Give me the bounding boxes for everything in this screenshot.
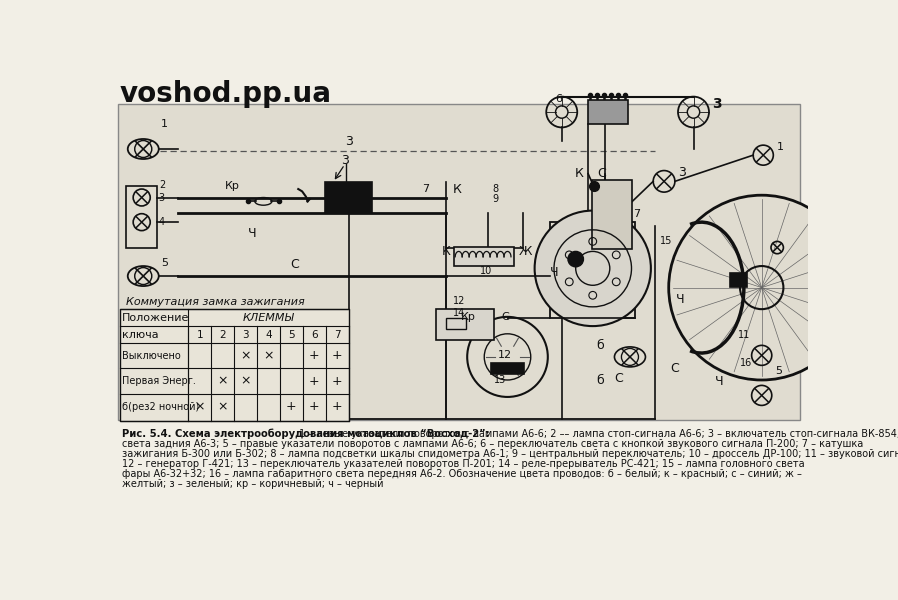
Text: 13: 13 xyxy=(494,375,506,385)
Text: 5: 5 xyxy=(775,366,782,376)
Bar xyxy=(436,309,494,340)
Text: желтый; з – зеленый; кр – коричневый; ч – черный: желтый; з – зеленый; кр – коричневый; ч … xyxy=(121,479,383,488)
Text: Ч: Ч xyxy=(675,293,684,305)
Bar xyxy=(454,247,515,266)
Text: ключа: ключа xyxy=(122,329,159,340)
Bar xyxy=(730,273,747,287)
Text: К: К xyxy=(453,182,462,196)
Circle shape xyxy=(669,195,855,380)
Bar xyxy=(445,319,466,329)
Text: 6: 6 xyxy=(311,329,318,340)
Text: 14: 14 xyxy=(453,308,465,318)
Text: 1: 1 xyxy=(161,119,168,128)
Text: Ч: Ч xyxy=(248,227,257,240)
Text: Положение: Положение xyxy=(122,313,189,323)
Text: Ж: Ж xyxy=(519,245,533,258)
Text: С: С xyxy=(501,312,509,322)
Text: 3: 3 xyxy=(712,97,722,112)
Bar xyxy=(491,363,524,374)
Bar xyxy=(588,100,629,124)
Text: 11: 11 xyxy=(738,331,751,340)
Bar xyxy=(127,186,157,248)
Text: 3: 3 xyxy=(159,193,165,203)
Text: 4: 4 xyxy=(265,329,272,340)
Bar xyxy=(550,222,636,319)
Text: Кр: Кр xyxy=(224,181,240,191)
Text: +: + xyxy=(332,349,342,362)
Circle shape xyxy=(568,251,584,267)
Text: 2: 2 xyxy=(219,329,226,340)
Text: б: б xyxy=(596,373,604,386)
Text: ×: × xyxy=(241,349,251,362)
Text: 2: 2 xyxy=(159,180,165,190)
Text: Ч: Ч xyxy=(550,266,559,278)
Text: +: + xyxy=(332,374,342,388)
Text: +: + xyxy=(309,374,320,388)
Text: 8: 8 xyxy=(492,184,498,194)
Text: +: + xyxy=(332,400,342,413)
Text: 1: 1 xyxy=(197,329,203,340)
Text: Коммутация замка зажигания: Коммутация замка зажигания xyxy=(127,297,305,307)
Text: 16: 16 xyxy=(740,358,753,368)
Text: 3: 3 xyxy=(242,329,249,340)
Text: КЛЕММЫ: КЛЕММЫ xyxy=(242,313,295,323)
Text: С: С xyxy=(597,167,606,180)
Text: 7: 7 xyxy=(334,329,340,340)
Text: Рис. 5.4. Схема электрооборудования мотоциклов “Восход-2”:: Рис. 5.4. Схема электрооборудования мото… xyxy=(121,428,489,439)
Text: 6: 6 xyxy=(556,94,562,104)
Text: б: б xyxy=(596,339,604,352)
Text: 7: 7 xyxy=(422,184,429,194)
Text: +: + xyxy=(309,349,320,362)
Text: voshod.pp.ua: voshod.pp.ua xyxy=(120,80,332,108)
Text: 5: 5 xyxy=(288,329,295,340)
Text: 1 – левые указатели поворотов с лампами А6-6; 2 –– лампа стоп-сигнала А6-6; 3 – : 1 – левые указатели поворотов с лампами … xyxy=(296,428,898,439)
Text: +: + xyxy=(286,400,296,413)
Text: 12: 12 xyxy=(498,350,513,361)
Text: К: К xyxy=(575,167,584,180)
Text: Выключено: Выключено xyxy=(122,351,181,361)
Text: 9: 9 xyxy=(492,194,498,204)
Text: 12 – генератор Г-421; 13 – переключатель указателей поворотов П-201; 14 – реле-п: 12 – генератор Г-421; 13 – переключатель… xyxy=(121,458,805,469)
Text: 3: 3 xyxy=(345,135,353,148)
Text: 3: 3 xyxy=(678,166,686,179)
Text: 7: 7 xyxy=(633,209,640,220)
Text: Первая Энерг.: Первая Энерг. xyxy=(122,376,196,386)
Bar xyxy=(119,104,800,420)
Text: 10: 10 xyxy=(480,266,492,275)
Text: ×: × xyxy=(217,400,228,413)
Text: С: С xyxy=(670,362,679,375)
Text: К: К xyxy=(442,245,451,258)
Bar xyxy=(120,309,348,421)
Text: 5: 5 xyxy=(161,258,168,268)
Text: ×: × xyxy=(194,400,205,413)
Text: С: С xyxy=(614,372,623,385)
Text: 3: 3 xyxy=(341,154,348,167)
Text: 1: 1 xyxy=(777,142,784,152)
Bar xyxy=(592,180,632,249)
Text: +: + xyxy=(309,400,320,413)
Text: ×: × xyxy=(217,374,228,388)
Text: фары А6-32+32; 16 – лампа габаритного света передняя А6-2. Обозначение цвета про: фары А6-32+32; 16 – лампа габаритного св… xyxy=(121,469,801,479)
Text: Кр: Кр xyxy=(461,312,476,322)
Text: 4: 4 xyxy=(159,217,165,227)
Circle shape xyxy=(534,211,651,326)
Text: ×: × xyxy=(241,374,251,388)
Text: ×: × xyxy=(263,349,274,362)
Text: 12: 12 xyxy=(453,296,466,307)
Text: С: С xyxy=(290,258,299,271)
Text: Ч: Ч xyxy=(715,375,724,388)
Bar xyxy=(325,182,372,213)
Text: зажигания Б-300 или Б-302; 8 – лампа подсветки шкалы спидометра А6-1; 9 – центра: зажигания Б-300 или Б-302; 8 – лампа под… xyxy=(121,449,898,458)
Text: б(рез2 ночной): б(рез2 ночной) xyxy=(122,401,199,412)
Text: света задния А6-3; 5 – правые указатели поворотов с лампами А6-6; 6 – переключат: света задния А6-3; 5 – правые указатели … xyxy=(121,439,863,449)
Text: 15: 15 xyxy=(660,236,673,247)
